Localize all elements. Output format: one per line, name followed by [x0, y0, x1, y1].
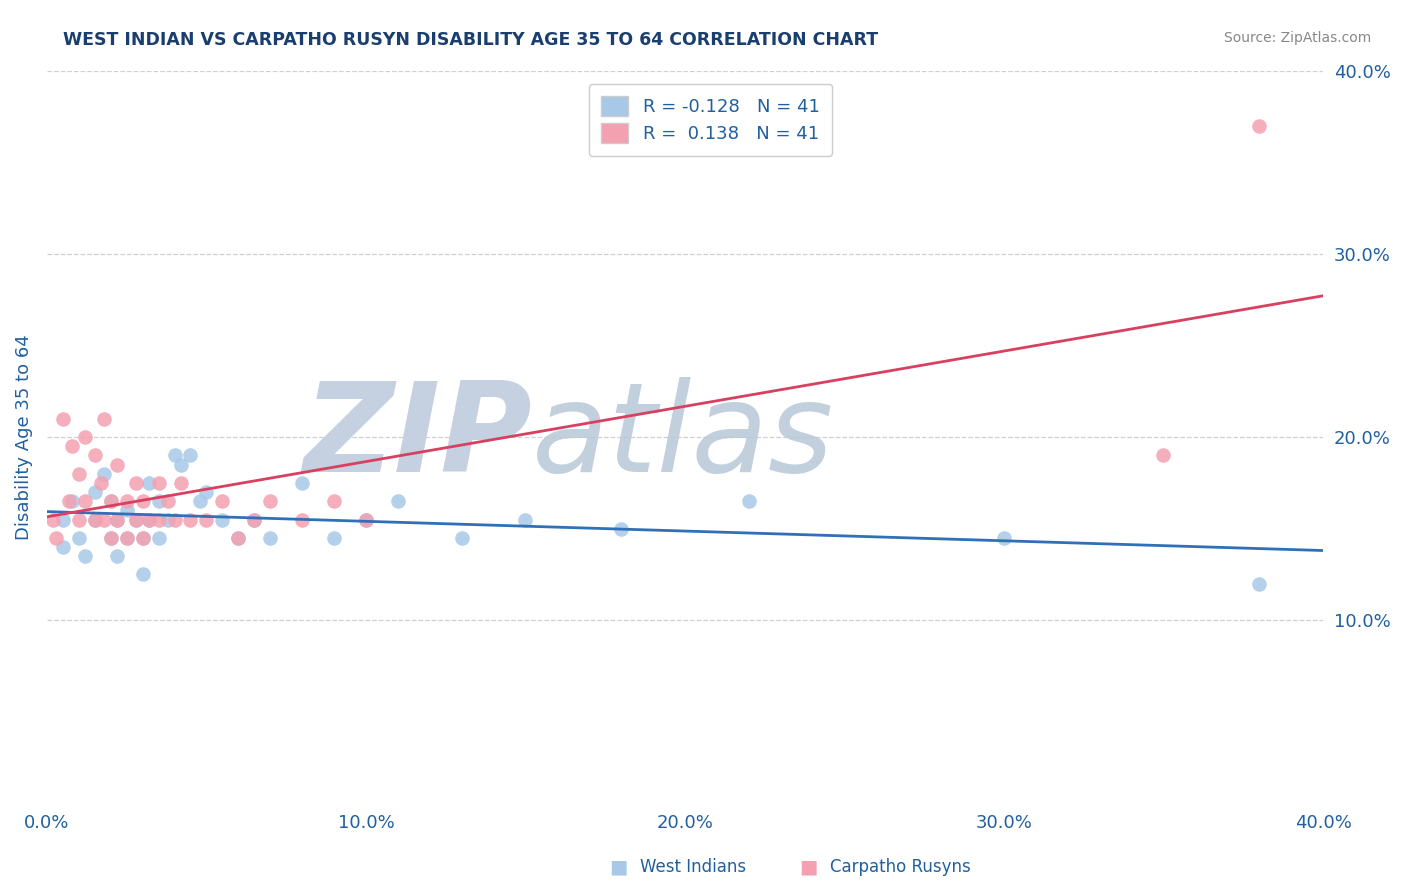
Point — [738, 494, 761, 508]
Point — [52, 540, 75, 554]
Point — [610, 522, 633, 536]
Point — [188, 494, 211, 508]
Point — [211, 494, 233, 508]
Point — [450, 531, 472, 545]
Point — [323, 494, 346, 508]
Point — [1153, 449, 1175, 463]
Point — [138, 475, 160, 490]
Point — [157, 494, 180, 508]
Point — [163, 449, 186, 463]
Point — [83, 449, 105, 463]
Text: Source: ZipAtlas.com: Source: ZipAtlas.com — [1223, 31, 1371, 45]
Point — [131, 531, 153, 545]
Point — [170, 458, 193, 472]
Text: ■: ■ — [609, 857, 628, 877]
Point — [83, 512, 105, 526]
Point — [115, 531, 138, 545]
Point — [170, 475, 193, 490]
Point — [52, 512, 75, 526]
Point — [115, 503, 138, 517]
Point — [42, 512, 65, 526]
Point — [138, 512, 160, 526]
Point — [105, 458, 128, 472]
Text: atlas: atlas — [531, 376, 834, 498]
Point — [163, 512, 186, 526]
Point — [75, 549, 97, 563]
Point — [515, 512, 537, 526]
Point — [138, 512, 160, 526]
Text: West Indians: West Indians — [640, 858, 745, 876]
Point — [259, 531, 281, 545]
Point — [115, 494, 138, 508]
Point — [105, 549, 128, 563]
Point — [52, 412, 75, 426]
Point — [100, 494, 122, 508]
Text: Carpatho Rusyns: Carpatho Rusyns — [830, 858, 970, 876]
Point — [115, 531, 138, 545]
Point — [93, 412, 115, 426]
Point — [125, 512, 148, 526]
Point — [105, 512, 128, 526]
Point — [100, 531, 122, 545]
Point — [387, 494, 409, 508]
Point — [291, 512, 314, 526]
Point — [226, 531, 249, 545]
Point — [993, 531, 1015, 545]
Point — [45, 531, 67, 545]
Point — [90, 475, 112, 490]
Point — [157, 512, 180, 526]
Point — [125, 512, 148, 526]
Point — [195, 485, 218, 500]
Point — [211, 512, 233, 526]
Point — [83, 512, 105, 526]
Legend: R = -0.128   N = 41, R =  0.138   N = 41: R = -0.128 N = 41, R = 0.138 N = 41 — [589, 84, 832, 156]
Point — [179, 512, 201, 526]
Text: WEST INDIAN VS CARPATHO RUSYN DISABILITY AGE 35 TO 64 CORRELATION CHART: WEST INDIAN VS CARPATHO RUSYN DISABILITY… — [63, 31, 879, 49]
Point — [1249, 576, 1271, 591]
Point — [62, 494, 84, 508]
Point — [100, 494, 122, 508]
Point — [125, 475, 148, 490]
Point — [148, 475, 170, 490]
Point — [75, 430, 97, 444]
Point — [67, 531, 90, 545]
Text: ZIP: ZIP — [304, 376, 531, 498]
Point — [105, 512, 128, 526]
Point — [62, 439, 84, 453]
Point — [100, 531, 122, 545]
Point — [226, 531, 249, 545]
Point — [131, 567, 153, 582]
Point — [148, 531, 170, 545]
Point — [291, 475, 314, 490]
Point — [93, 467, 115, 481]
Point — [179, 449, 201, 463]
Point — [354, 512, 377, 526]
Point — [195, 512, 218, 526]
Y-axis label: Disability Age 35 to 64: Disability Age 35 to 64 — [15, 334, 32, 540]
Point — [243, 512, 266, 526]
Point — [148, 494, 170, 508]
Point — [131, 494, 153, 508]
Point — [58, 494, 80, 508]
Point — [243, 512, 266, 526]
Point — [259, 494, 281, 508]
Point — [1249, 119, 1271, 133]
Point — [75, 494, 97, 508]
Point — [354, 512, 377, 526]
Point — [323, 531, 346, 545]
Point — [67, 467, 90, 481]
Point — [83, 485, 105, 500]
Point — [93, 512, 115, 526]
Text: ■: ■ — [799, 857, 818, 877]
Point — [148, 512, 170, 526]
Point — [67, 512, 90, 526]
Point — [131, 531, 153, 545]
